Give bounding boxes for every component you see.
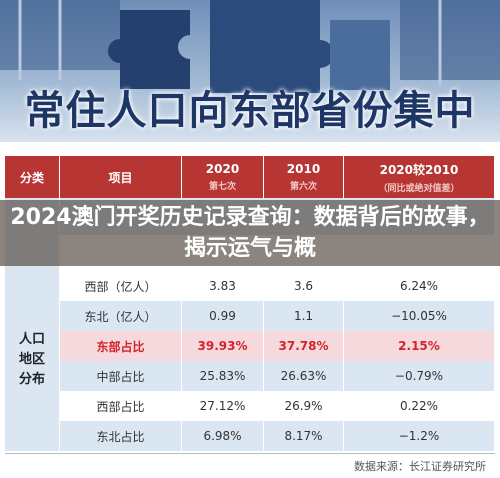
row-label: 东北（亿人） <box>60 301 182 331</box>
row-label: 西部（亿人） <box>60 271 182 301</box>
value-cell: 26.63% <box>264 361 344 391</box>
row-label: 东北占比 <box>60 421 182 451</box>
footer-rule <box>5 453 495 454</box>
puzzle-graphic <box>0 0 500 93</box>
headline-overlay: 2024澳门开奖历史记录查询：数据背后的故事，揭示运气与概 <box>0 200 500 266</box>
value-cell: 8.17% <box>264 421 344 451</box>
row-label: 东部占比 <box>60 331 182 361</box>
value-cell: 1.1 <box>264 301 344 331</box>
header-subtext: 第六次 <box>289 182 317 192</box>
value-cell: 25.83% <box>182 361 264 391</box>
header-text: 2020 <box>205 162 240 176</box>
header-subtext: （同比或绝对值差） <box>378 183 460 194</box>
row-label: 西部占比 <box>60 391 182 421</box>
banner-title: 常住人口向东部省份集中 <box>24 88 476 134</box>
banner-image <box>0 0 500 142</box>
value-cell: 0.99 <box>182 301 264 331</box>
value-cell: −0.79% <box>344 361 495 391</box>
value-cell: 37.78% <box>264 331 344 361</box>
value-cell: 27.12% <box>182 391 264 421</box>
header-cell: 分类 <box>5 156 60 198</box>
value-cell: 39.93% <box>182 331 264 361</box>
source-note: 数据来源：长江证券研究所 <box>354 460 486 473</box>
header-text: 分类 <box>19 170 44 185</box>
header-subtext: 第七次 <box>208 182 236 192</box>
value-cell: 3.6 <box>264 271 344 301</box>
header-text: 项目 <box>108 170 133 185</box>
value-cell: 26.9% <box>264 391 344 421</box>
header-text: 2010 <box>286 162 321 176</box>
value-cell: 0.22% <box>344 391 495 421</box>
value-cell: 3.83 <box>182 271 264 301</box>
value-cell: 6.98% <box>182 421 264 451</box>
value-cell: 6.24% <box>344 271 495 301</box>
header-cell: 2010 第六次 <box>264 156 344 198</box>
header-text: 2020较2010 <box>379 162 459 177</box>
header-cell: 项目 <box>60 156 182 198</box>
value-cell: −1.2% <box>344 421 495 451</box>
value-cell: −10.05% <box>344 301 495 331</box>
row-label: 中部占比 <box>60 361 182 391</box>
header-cell: 2020较2010 （同比或绝对值差） <box>344 156 495 198</box>
header-cell: 2020 第七次 <box>182 156 264 198</box>
value-cell: 2.15% <box>344 331 495 361</box>
